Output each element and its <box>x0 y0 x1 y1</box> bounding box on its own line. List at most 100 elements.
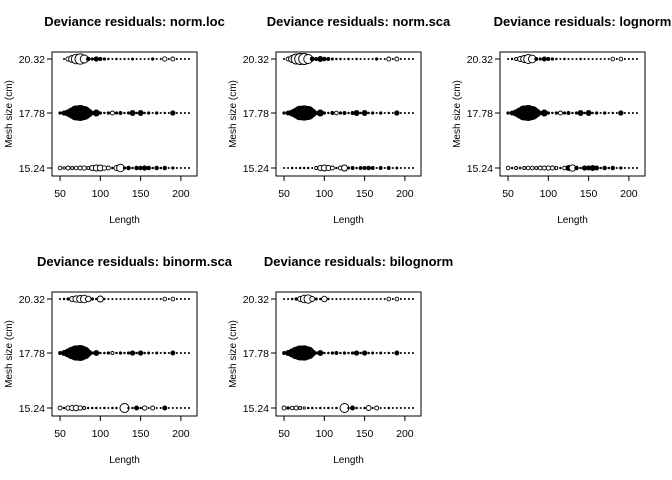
residual-point-positive <box>574 165 579 171</box>
residual-point-positive <box>143 351 146 355</box>
residual-point-positive <box>355 166 358 170</box>
residual-point-positive <box>562 111 567 115</box>
residual-point-negative <box>386 296 392 302</box>
residual-point-positive <box>58 351 63 355</box>
y-axis-label: Mesh size (cm) <box>452 80 463 148</box>
residual-point-positive <box>282 111 286 115</box>
x-tick-label: 150 <box>356 188 374 200</box>
residual-point-positive <box>387 406 391 410</box>
residual-point-positive <box>347 111 350 115</box>
residual-point-positive <box>119 57 122 61</box>
y-tick-label: 15.24 <box>243 403 269 415</box>
residual-point-positive <box>347 297 350 301</box>
chart-title: Deviance residuals: lognorm <box>494 14 672 29</box>
residual-point-negative <box>386 56 392 62</box>
residual-point-negative <box>554 166 559 170</box>
residual-point-positive <box>127 406 130 410</box>
residual-point-positive <box>62 297 66 301</box>
residual-point-positive <box>167 351 170 355</box>
residual-point-positive <box>358 166 363 170</box>
residual-point-positive <box>551 111 554 115</box>
residual-point-positive <box>367 297 370 301</box>
residual-point-positive <box>347 406 350 410</box>
residual-point-positive <box>187 111 190 115</box>
residual-point-positive <box>631 111 634 115</box>
residual-point-positive <box>118 111 123 115</box>
residual-point-positive <box>559 166 562 170</box>
residual-point-positive <box>187 297 190 301</box>
residual-point-positive <box>350 166 355 170</box>
residual-point-negative <box>329 165 335 171</box>
residual-point-negative <box>293 405 299 411</box>
residual-point-positive <box>599 57 602 61</box>
residual-point-negative <box>84 295 92 303</box>
residual-point-positive <box>135 57 138 61</box>
residual-point-positive <box>399 351 402 355</box>
residual-point-positive <box>167 406 170 410</box>
x-tick-label: 150 <box>132 428 150 440</box>
x-axis-label: Length <box>333 455 364 466</box>
residual-point-positive <box>383 111 386 115</box>
residual-point-negative <box>73 165 79 171</box>
residual-point-positive <box>123 297 126 301</box>
residual-point-negative <box>394 296 400 302</box>
residual-point-positive <box>371 57 374 61</box>
residual-point-positive <box>147 111 151 115</box>
residual-point-positive <box>131 166 134 170</box>
residual-point-negative <box>77 405 83 411</box>
residual-point-positive <box>107 406 110 410</box>
x-axis-label: Length <box>557 215 588 226</box>
residual-point-negative <box>557 110 563 116</box>
residual-point-positive <box>383 351 386 355</box>
residual-point-positive <box>506 111 510 115</box>
residual-point-positive <box>555 57 558 61</box>
y-tick-label: 15.24 <box>19 163 45 175</box>
residual-point-positive <box>167 57 170 61</box>
residual-point-positive <box>114 111 119 115</box>
residual-point-positive <box>137 110 144 116</box>
residual-point-positive <box>309 56 315 62</box>
residual-point-positive <box>66 297 70 301</box>
x-tick-label: 50 <box>278 188 290 200</box>
x-tick-label: 50 <box>54 428 66 440</box>
residual-point-positive <box>139 406 142 410</box>
x-axis-label: Length <box>109 215 140 226</box>
residual-point-positive <box>583 111 586 115</box>
y-tick-label: 15.24 <box>19 403 45 415</box>
residual-point-positive <box>154 165 159 171</box>
residual-point-positive <box>135 351 138 355</box>
residual-point-positive <box>134 405 140 411</box>
y-tick-label: 17.78 <box>19 108 45 120</box>
residual-point-positive <box>59 297 62 301</box>
residual-point-positive <box>387 351 391 355</box>
residual-point-positive <box>575 57 578 61</box>
residual-point-positive <box>335 297 338 301</box>
residual-point-positive <box>359 111 362 115</box>
residual-point-positive <box>183 166 186 170</box>
residual-point-positive <box>403 297 406 301</box>
residual-point-positive <box>411 297 414 301</box>
residual-point-positive <box>187 406 190 410</box>
residual-point-positive <box>378 166 383 170</box>
residual-point-positive <box>339 351 342 355</box>
residual-point-negative <box>170 56 176 62</box>
x-axis-label: Length <box>109 455 140 466</box>
residual-point-positive <box>175 57 178 61</box>
residual-point-positive <box>538 57 542 61</box>
residual-point-positive <box>367 57 370 61</box>
residual-point-negative <box>534 166 539 170</box>
residual-point-negative <box>82 406 87 410</box>
residual-point-positive <box>179 57 182 61</box>
residual-point-positive <box>111 297 114 301</box>
residual-point-positive <box>103 111 106 115</box>
residual-point-positive <box>591 111 594 115</box>
residual-point-positive <box>335 57 338 61</box>
residual-point-positive <box>563 57 566 61</box>
y-tick-label: 17.78 <box>243 348 269 360</box>
residual-point-positive <box>123 57 126 61</box>
residual-point-positive <box>375 351 378 355</box>
y-tick-label: 17.78 <box>467 108 493 120</box>
residual-point-negative <box>529 165 535 171</box>
residual-point-positive <box>129 350 136 356</box>
residual-point-positive <box>63 57 66 61</box>
